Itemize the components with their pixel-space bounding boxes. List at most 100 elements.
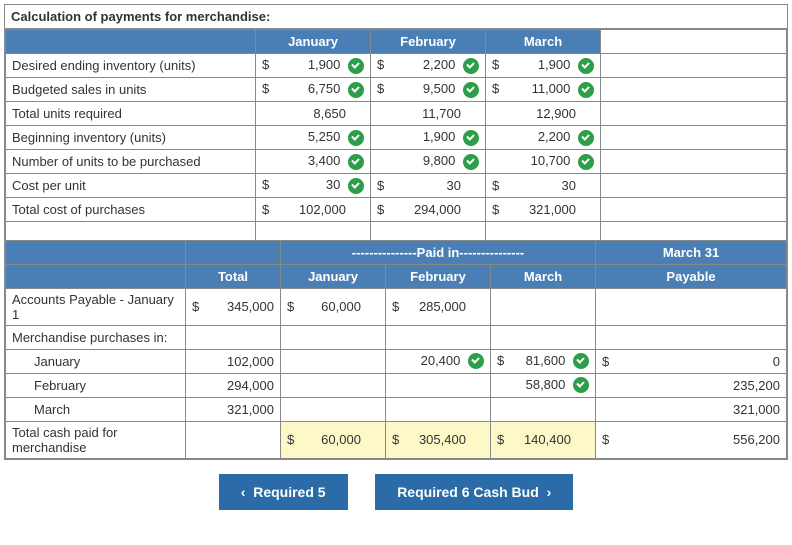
row-tcp: Total cost of purchases $102,000 $294,00… [6,198,787,222]
check-icon [348,154,364,170]
cell: $556,200 [596,421,787,458]
cell: 12,900 [486,102,601,126]
cell: $140,400 [491,421,596,458]
label: Cost per unit [6,174,256,198]
label: Number of units to be purchased [6,150,256,174]
row-dei: Desired ending inventory (units) $1,900 … [6,54,787,78]
label: Beginning inventory (units) [6,126,256,150]
section-title: Calculation of payments for merchandise: [5,5,787,29]
label: Total cost of purchases [6,198,256,222]
check-icon [348,58,364,74]
hdr-jan: January [281,264,386,288]
label: Budgeted sales in units [6,78,256,102]
cell[interactable]: 3,400 [256,150,371,174]
cell [281,349,386,373]
cell[interactable]: $81,600 [491,349,596,373]
cell: 8,650 [256,102,371,126]
payments-table: ---------------Paid in--------------- Ma… [5,240,787,459]
cell [596,288,787,325]
hdr-empty [6,30,256,54]
nav-bar: ‹ Required 5 Required 6 Cash Bud › [4,460,788,518]
cell: $345,000 [186,288,281,325]
hdr-paid-in: ---------------Paid in--------------- [281,240,596,264]
cell[interactable]: $11,000 [486,78,601,102]
check-icon [463,130,479,146]
cell[interactable]: 5,250 [256,126,371,150]
prev-button[interactable]: ‹ Required 5 [219,474,348,510]
cell[interactable]: $1,900 [486,54,601,78]
check-icon [578,58,594,74]
cell: 321,000 [186,397,281,421]
check-icon [463,58,479,74]
hdr-mar: March [491,264,596,288]
hdr-blank [601,30,787,54]
cell[interactable]: $1,900 [256,54,371,78]
cell[interactable]: $9,500 [371,78,486,102]
cell[interactable]: $6,750 [256,78,371,102]
row-nup: Number of units to be purchased 3,400 9,… [6,150,787,174]
label: January [6,349,186,373]
cell: $60,000 [281,421,386,458]
label: Merchandise purchases in: [6,325,186,349]
check-icon [573,353,589,369]
chevron-right-icon: › [547,484,552,500]
next-button[interactable]: Required 6 Cash Bud › [375,474,573,510]
hdr-payable: Payable [596,264,787,288]
cell [186,421,281,458]
check-icon [468,353,484,369]
row-mmar: March 321,000 321,000 [6,397,787,421]
chevron-left-icon: ‹ [241,484,246,500]
check-icon [573,377,589,393]
cell[interactable]: 2,200 [486,126,601,150]
cell: $0 [596,349,787,373]
check-icon [463,154,479,170]
cell: 11,700 [371,102,486,126]
cell[interactable]: 10,700 [486,150,601,174]
label: Accounts Payable - January 1 [6,288,186,325]
cell[interactable]: $30 [256,174,371,198]
row-apj: Accounts Payable - January 1 $345,000 $6… [6,288,787,325]
cell [491,288,596,325]
row-bsu: Budgeted sales in units $6,750 $9,500 $1… [6,78,787,102]
cell: $294,000 [371,198,486,222]
row-mjan: January 102,000 20,400 $81,600 $0 [6,349,787,373]
label: Total cash paid for merchandise [6,421,186,458]
cell[interactable]: 20,400 [386,349,491,373]
check-icon [578,130,594,146]
cell: 294,000 [186,373,281,397]
hdr-feb: February [371,30,486,54]
cell: $305,400 [386,421,491,458]
label: March [6,397,186,421]
cell: $30 [371,174,486,198]
cell: $285,000 [386,288,491,325]
hdr-jan: January [256,30,371,54]
cell: $30 [486,174,601,198]
check-icon [463,82,479,98]
check-icon [348,178,364,194]
cell: 235,200 [596,373,787,397]
cell: $102,000 [256,198,371,222]
label: February [6,373,186,397]
check-icon [578,154,594,170]
row-cpu: Cost per unit $30 $30 $30 [6,174,787,198]
row-mfeb: February 294,000 58,800 235,200 [6,373,787,397]
hdr-empty [6,240,186,264]
check-icon [348,82,364,98]
row-tur: Total units required 8,650 11,700 12,900 [6,102,787,126]
hdr-empty [186,240,281,264]
row-total-cash: Total cash paid for merchandise $60,000 … [6,421,787,458]
hdr-mar: March [486,30,601,54]
cell: 321,000 [596,397,787,421]
row-mpi: Merchandise purchases in: [6,325,787,349]
hdr-empty [6,264,186,288]
hdr-feb: February [386,264,491,288]
label: Desired ending inventory (units) [6,54,256,78]
check-icon [578,82,594,98]
cell[interactable]: 9,800 [371,150,486,174]
cell[interactable]: $2,200 [371,54,486,78]
cell[interactable]: 1,900 [371,126,486,150]
check-icon [348,130,364,146]
units-table: January February March Desired ending in… [5,29,787,240]
row-biv: Beginning inventory (units) 5,250 1,900 … [6,126,787,150]
cell[interactable]: 58,800 [491,373,596,397]
